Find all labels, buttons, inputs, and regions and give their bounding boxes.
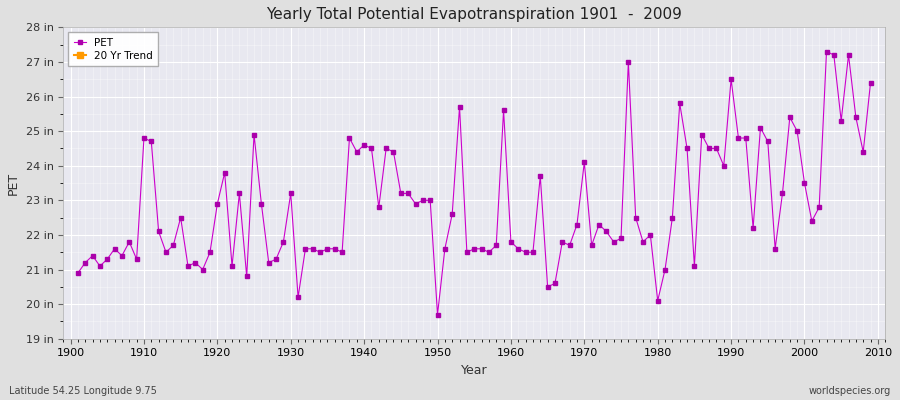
PET — [821, 49, 832, 54]
X-axis label: Year: Year — [461, 364, 488, 377]
Title: Yearly Total Potential Evapotranspiration 1901  -  2009: Yearly Total Potential Evapotranspiratio… — [266, 7, 682, 22]
Text: Latitude 54.25 Longitude 9.75: Latitude 54.25 Longitude 9.75 — [9, 386, 157, 396]
PET — [292, 295, 303, 300]
PET — [73, 271, 84, 276]
Legend: PET, 20 Yr Trend: PET, 20 Yr Trend — [68, 32, 158, 66]
Y-axis label: PET: PET — [7, 172, 20, 194]
Text: worldspecies.org: worldspecies.org — [809, 386, 891, 396]
PET — [337, 250, 347, 255]
PET — [506, 240, 517, 244]
PET — [601, 229, 612, 234]
Line: PET: PET — [76, 50, 872, 316]
PET — [131, 257, 142, 262]
PET — [513, 246, 524, 251]
PET — [432, 312, 443, 317]
PET — [865, 80, 876, 85]
